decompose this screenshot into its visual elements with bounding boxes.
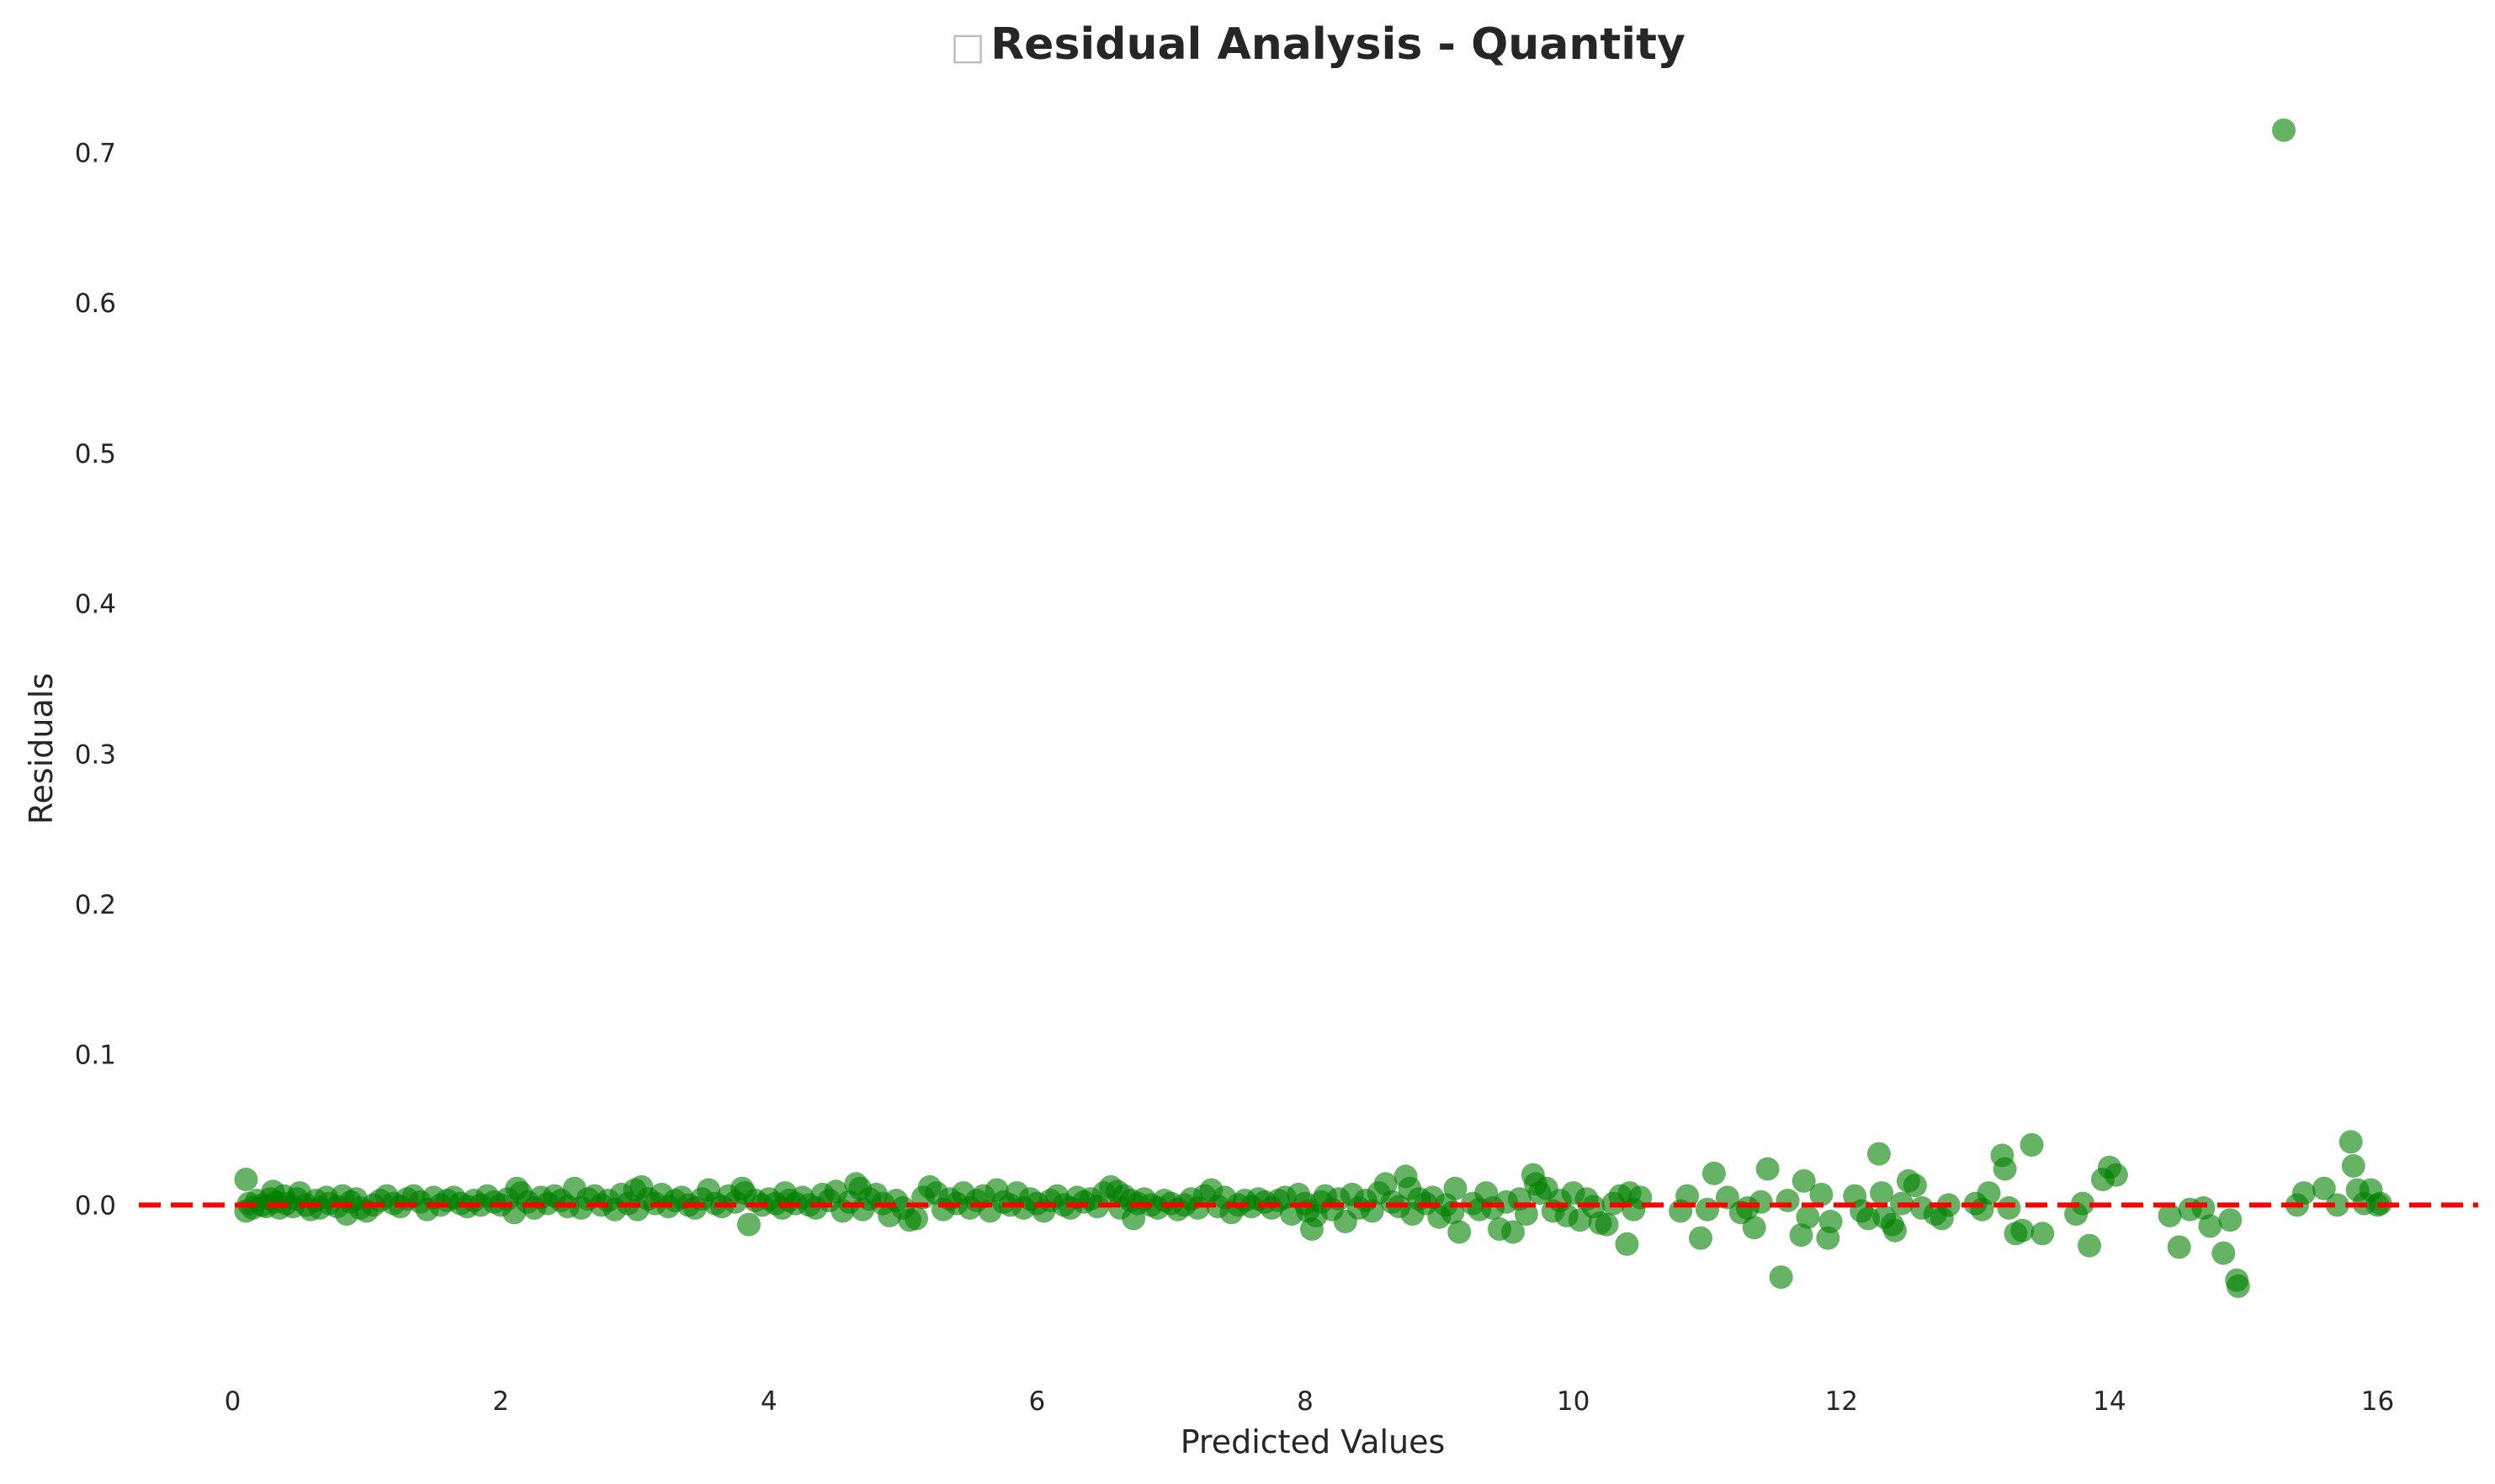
data-point	[2020, 1132, 2044, 1157]
x-tick-label: 2	[492, 1386, 509, 1417]
data-point	[2071, 1191, 2094, 1216]
y-axis-label: Residuals	[23, 673, 60, 824]
y-tick-label: 0.5	[75, 439, 116, 469]
data-point	[2167, 1235, 2191, 1259]
data-point	[2198, 1214, 2222, 1238]
data-point	[1866, 1142, 1891, 1166]
x-axis-label: Predicted Values	[1181, 1423, 1446, 1460]
data-point	[234, 1168, 258, 1191]
x-tick-label: 14	[2093, 1386, 2126, 1417]
data-point	[736, 1212, 761, 1237]
data-point	[2312, 1176, 2336, 1200]
x-tick-label: 8	[1297, 1386, 1314, 1417]
y-tick-label: 0.2	[75, 890, 116, 920]
data-point	[2291, 1181, 2316, 1206]
x-tick-label: 16	[2361, 1386, 2394, 1417]
y-tick-label: 0.0	[75, 1190, 116, 1221]
data-point	[1977, 1181, 2001, 1206]
data-point	[1997, 1195, 2021, 1220]
data-point	[1443, 1176, 1468, 1200]
data-point	[2191, 1195, 2216, 1220]
data-point	[1809, 1182, 1834, 1206]
data-point	[2272, 118, 2296, 142]
data-point	[2078, 1233, 2101, 1258]
data-point	[1514, 1202, 1538, 1227]
data-point	[1769, 1265, 1793, 1290]
x-axis-ticks: 0 2 4 6 8 10 12 14 16	[225, 1386, 2395, 1417]
data-points	[234, 118, 2392, 1298]
data-point	[1818, 1210, 1843, 1233]
data-point	[2010, 1218, 2035, 1243]
data-point	[1870, 1181, 1894, 1206]
data-point	[1749, 1190, 1773, 1214]
data-point	[1701, 1161, 1726, 1185]
x-tick-label: 10	[1557, 1386, 1590, 1417]
x-tick-label: 0	[225, 1386, 242, 1417]
data-point	[1789, 1223, 1813, 1248]
data-point	[1373, 1172, 1398, 1196]
data-point	[1792, 1169, 1816, 1193]
data-point	[2226, 1274, 2250, 1298]
data-point	[1595, 1212, 1619, 1237]
data-point	[1447, 1220, 1472, 1244]
data-point	[1696, 1197, 1719, 1222]
data-point	[1615, 1232, 1639, 1256]
data-point	[2341, 1153, 2365, 1178]
data-point	[1993, 1157, 2017, 1181]
x-tick-label: 4	[761, 1386, 778, 1417]
y-tick-label: 0.4	[75, 590, 116, 620]
data-point	[1501, 1220, 1525, 1244]
data-point	[1776, 1189, 1800, 1212]
y-axis-ticks: 0.0 0.1 0.2 0.3 0.4 0.5 0.6 0.7	[75, 139, 116, 1222]
x-tick-label: 12	[1825, 1386, 1858, 1417]
x-tick-label: 6	[1029, 1386, 1046, 1417]
data-point	[2104, 1163, 2128, 1187]
data-point	[1796, 1205, 1820, 1229]
data-point	[1689, 1226, 1712, 1250]
chart-title: Residual Analysis - Quantity	[990, 19, 1685, 70]
data-point	[2158, 1203, 2182, 1227]
y-tick-label: 0.3	[75, 739, 116, 770]
chart-title-group: □ Residual Analysis - Quantity	[950, 19, 1685, 70]
data-point	[2211, 1241, 2236, 1265]
data-point	[1675, 1184, 1700, 1208]
data-point	[1755, 1157, 1780, 1181]
data-point	[1742, 1216, 1766, 1240]
y-tick-label: 0.7	[75, 139, 116, 169]
placeholder-box-icon: □	[950, 25, 985, 68]
data-point	[2325, 1193, 2349, 1217]
y-tick-label: 0.6	[75, 289, 116, 319]
data-point	[2338, 1130, 2363, 1154]
y-tick-label: 0.1	[75, 1041, 116, 1071]
data-point	[905, 1206, 928, 1231]
data-point	[2218, 1208, 2243, 1232]
data-point	[1903, 1174, 1927, 1198]
data-point	[2031, 1222, 2055, 1246]
data-point	[1883, 1218, 1907, 1243]
